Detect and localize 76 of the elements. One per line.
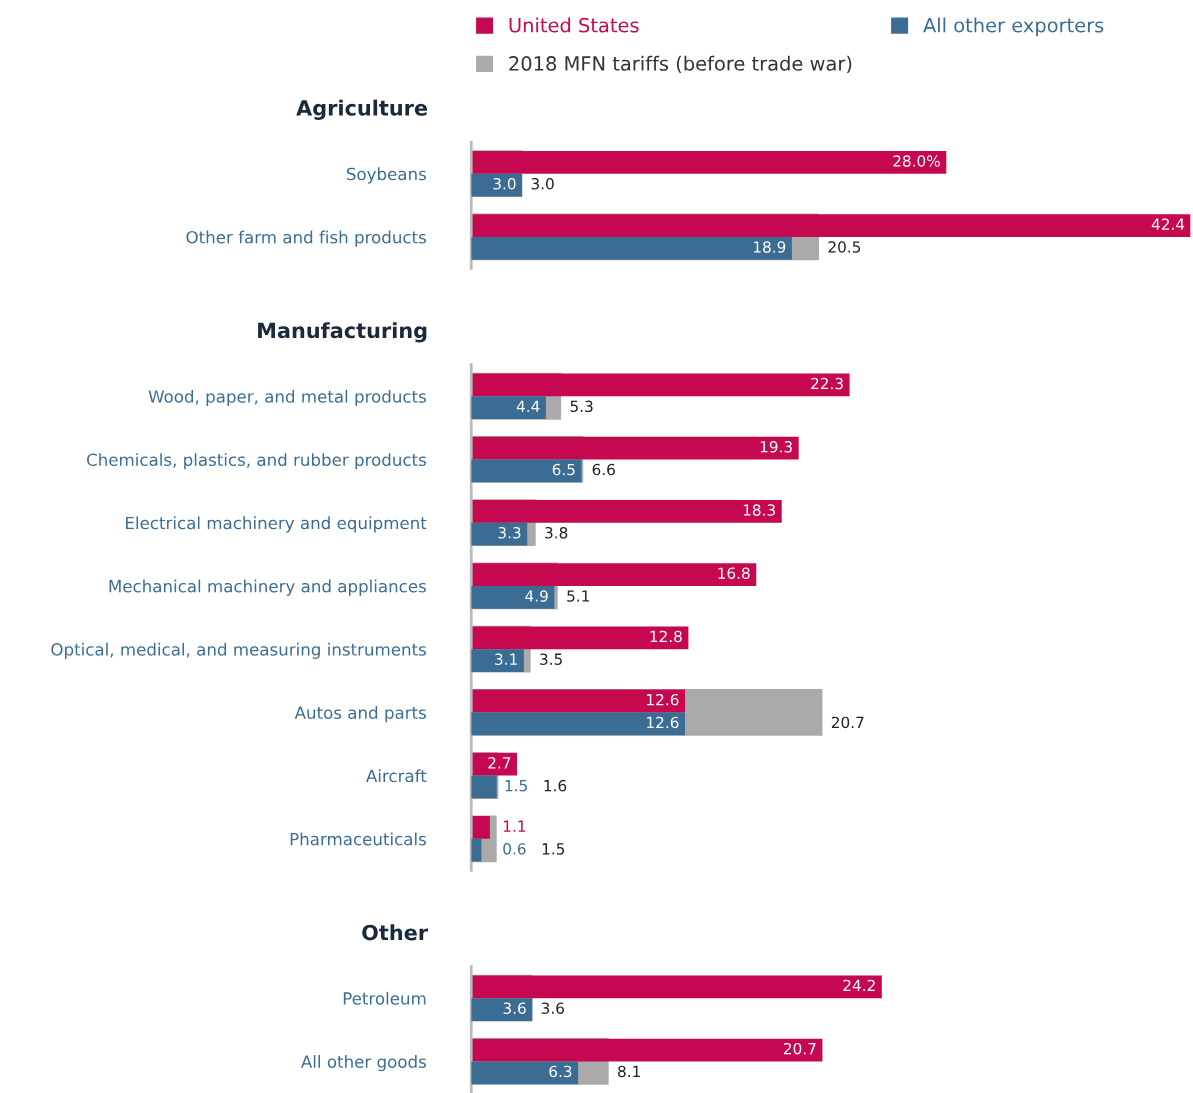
data-label: 4.4 bbox=[516, 400, 540, 412]
data-label: 16.8 bbox=[718, 567, 750, 579]
data-label: 2.7 bbox=[488, 757, 511, 769]
data-label: 20.5 bbox=[828, 241, 861, 253]
chart-title: Other bbox=[362, 924, 429, 941]
data-label: 24.2 bbox=[843, 979, 875, 991]
data-label: 5.1 bbox=[567, 590, 589, 602]
bar bbox=[471, 585, 555, 609]
data-label: 28.0% bbox=[893, 155, 940, 167]
data-label: 12.8 bbox=[650, 630, 682, 643]
bar bbox=[471, 396, 546, 420]
data-label: 18.9 bbox=[754, 241, 786, 253]
legend-label: 2018 MFN tariffs (before trade war) bbox=[509, 55, 852, 74]
bar bbox=[471, 998, 533, 1021]
bar bbox=[471, 775, 497, 799]
data-label: 8.1 bbox=[618, 1065, 640, 1078]
bar bbox=[471, 563, 757, 586]
bar bbox=[471, 150, 947, 174]
data-label: 1.1 bbox=[503, 820, 526, 832]
data-label: 3.1 bbox=[495, 653, 517, 665]
chart-title: Agriculture bbox=[296, 99, 428, 120]
y-tick-label: Pharmaceuticals bbox=[290, 832, 426, 846]
bar bbox=[471, 436, 799, 460]
y-tick-label: Soybeans bbox=[346, 167, 426, 184]
data-label: 0.6 bbox=[503, 843, 526, 855]
bar bbox=[471, 816, 490, 839]
bar bbox=[471, 1061, 579, 1085]
y-tick-label: Chemicals, plastics, and rubber products bbox=[87, 453, 426, 470]
y-tick-label: Optical, medical, and measuring instruments bbox=[51, 642, 426, 659]
data-label: 20.7 bbox=[831, 716, 864, 729]
data-label: 3.8 bbox=[545, 526, 568, 539]
data-label: 6.5 bbox=[552, 463, 575, 476]
data-label: 19.3 bbox=[760, 440, 792, 453]
data-label: 12.6 bbox=[647, 716, 679, 729]
data-label: 1.5 bbox=[505, 780, 527, 792]
bar bbox=[471, 214, 1191, 237]
data-label: 5.3 bbox=[570, 400, 593, 413]
data-label: 3.5 bbox=[540, 653, 562, 665]
data-label: 1.5 bbox=[542, 843, 565, 855]
data-label: 42.4 bbox=[1151, 218, 1185, 230]
legend-label: All other exporters bbox=[923, 17, 1104, 37]
data-label: 1.6 bbox=[544, 779, 567, 792]
data-label: 3.6 bbox=[503, 1002, 526, 1014]
y-tick-label: All other goods bbox=[301, 1055, 426, 1072]
bar bbox=[471, 689, 686, 713]
bar bbox=[471, 712, 686, 736]
chart-title: Manufacturing bbox=[258, 322, 427, 343]
bar bbox=[471, 1038, 823, 1062]
bar bbox=[471, 626, 689, 650]
y-tick-label: Other farm and fish products bbox=[186, 230, 426, 247]
bar bbox=[471, 649, 524, 672]
data-label: 6.6 bbox=[592, 463, 615, 476]
data-label: 20.7 bbox=[783, 1042, 816, 1055]
bar bbox=[471, 459, 582, 483]
bar bbox=[471, 499, 782, 523]
data-label: 12.6 bbox=[647, 693, 679, 706]
y-tick-label: Electrical machinery and equipment bbox=[126, 516, 427, 533]
data-label: 3.0 bbox=[493, 177, 516, 190]
y-tick-label: Autos and parts bbox=[294, 706, 426, 723]
data-label: 6.3 bbox=[549, 1065, 572, 1078]
data-label: 3.6 bbox=[541, 1002, 564, 1014]
bar bbox=[471, 236, 792, 260]
data-label: 18.3 bbox=[743, 504, 775, 516]
y-tick-label: Aircraft bbox=[366, 769, 427, 783]
bar bbox=[471, 975, 882, 999]
y-tick-label: Petroleum bbox=[343, 991, 426, 1005]
data-label: 3.0 bbox=[531, 177, 554, 190]
y-tick-label: Wood, paper, and metal products bbox=[148, 389, 426, 407]
data-label: 3.3 bbox=[498, 526, 521, 539]
bar bbox=[471, 522, 528, 546]
bar bbox=[471, 752, 518, 776]
data-label: 4.9 bbox=[525, 590, 548, 602]
data-label: 22.3 bbox=[811, 377, 843, 390]
legend-label: United States bbox=[509, 17, 639, 33]
y-tick-label: Mechanical machinery and appliances bbox=[109, 579, 426, 596]
bar bbox=[471, 373, 850, 397]
